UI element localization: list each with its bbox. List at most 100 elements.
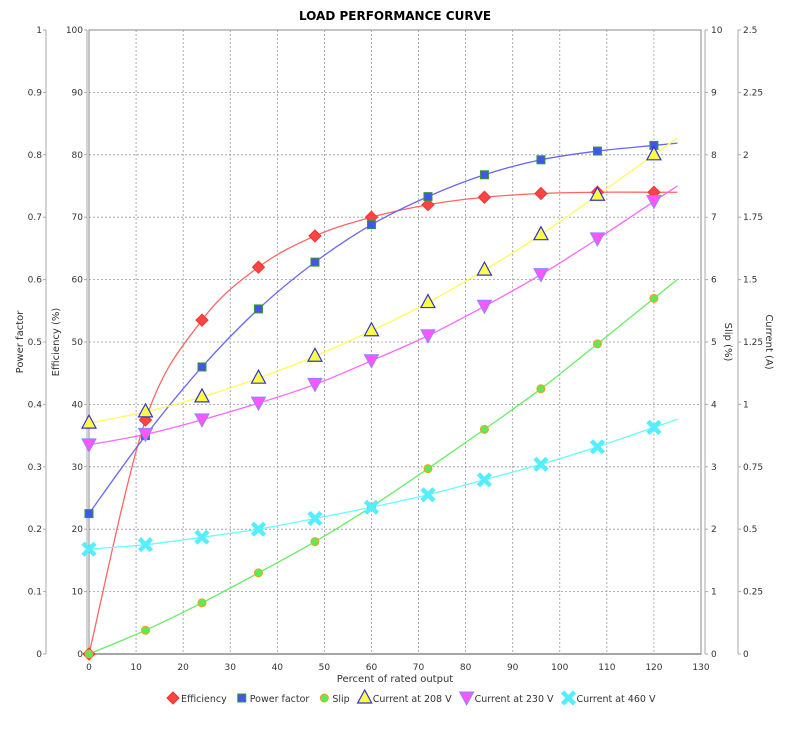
efficiency-tick-label: 10	[72, 588, 84, 598]
power-factor-tick-label: 0.7	[28, 213, 42, 223]
power-factor-tick-label: 0.2	[28, 525, 42, 535]
slip-marker	[479, 424, 489, 434]
current-230-marker	[137, 427, 154, 443]
efficiency-tick-label: 20	[72, 525, 84, 535]
current-230-marker	[420, 329, 436, 344]
power-factor-tick-label: 1	[36, 26, 42, 36]
slip-tick-label: 3	[711, 463, 717, 473]
efficiency-tick-label: 40	[72, 400, 84, 410]
current-230-marker	[646, 194, 662, 210]
chart-title: LOAD PERFORMANCE CURVE	[299, 9, 491, 23]
legend-label: Current at 230 V	[475, 694, 554, 705]
current-208-marker	[356, 688, 373, 704]
current-230-marker	[589, 232, 606, 247]
x-tick-label: 30	[225, 663, 237, 673]
power-factor-tick-label: 0.1	[28, 588, 42, 598]
current-208-marker	[306, 346, 323, 362]
power-factor-axis-label: Power factor	[15, 310, 26, 374]
efficiency-marker	[477, 190, 492, 204]
current-208-marker	[589, 185, 606, 201]
slip-tick-label: 10	[711, 26, 723, 36]
current-208-marker	[137, 402, 154, 418]
slip-marker	[140, 625, 150, 635]
efficiency-marker	[421, 198, 435, 212]
power-factor-marker	[84, 509, 94, 519]
slip-marker	[84, 649, 94, 659]
current-460-marker	[250, 521, 267, 537]
power-factor-marker	[423, 192, 433, 202]
efficiency-marker	[166, 691, 180, 705]
legend-label: Slip	[332, 694, 349, 705]
x-tick-label: 80	[460, 663, 472, 673]
power-factor-marker	[536, 155, 546, 165]
current-460-marker	[137, 537, 154, 553]
power-factor-marker	[237, 693, 247, 703]
current-460-marker	[363, 499, 380, 515]
power-factor-marker	[592, 146, 602, 156]
slip-tick-label: 4	[711, 400, 717, 410]
current-208-marker	[645, 145, 662, 161]
power-factor-marker	[366, 220, 376, 230]
current-208-marker	[80, 413, 98, 429]
x-tick-label: 70	[413, 663, 425, 673]
slip-axis-label: Slip (%)	[722, 323, 733, 362]
slip-tick-label: 9	[711, 88, 717, 98]
efficiency-marker	[534, 186, 548, 201]
current-axis-label: Current (A)	[763, 314, 774, 369]
current-tick-label: 1	[743, 400, 749, 410]
current-230-marker	[307, 377, 323, 393]
current-tick-label: 2.25	[743, 88, 763, 98]
legend-label: Efficiency	[181, 694, 227, 705]
x-tick-label: 50	[319, 663, 331, 673]
efficiency-tick-label: 80	[72, 151, 84, 161]
legend-label: Power factor	[250, 694, 310, 705]
current-460-marker	[533, 456, 549, 472]
x-tick-label: 110	[598, 663, 615, 673]
axes: 0 10 20 30 40 50 60 70 80 90 100 110 120 13000.10.20.…	[28, 26, 763, 673]
x-tick-label: 40	[272, 663, 284, 673]
efficiency-tick-label: 50	[72, 338, 84, 348]
efficiency-marker	[308, 229, 322, 243]
power-factor-tick-label: 0.6	[28, 276, 43, 286]
x-tick-label: 60	[366, 663, 378, 673]
efficiency-tick-label: 100	[66, 26, 83, 36]
slip-marker	[253, 568, 263, 578]
current-tick-label: 0	[743, 650, 749, 660]
slip-marker	[649, 293, 659, 303]
legend: Efficiency Power factor Slip Current at 208…	[166, 688, 656, 707]
power-factor-tick-label: 0.9	[28, 88, 43, 98]
current-230-marker	[194, 413, 210, 428]
slip-tick-label: 6	[711, 276, 717, 286]
x-tick-label: 130	[692, 663, 709, 673]
current-230-marker	[458, 691, 475, 707]
current-208-marker	[363, 321, 380, 337]
power-factor-tick-label: 0.4	[28, 400, 43, 410]
power-factor-tick-label: 0	[36, 650, 42, 660]
current-230-marker	[476, 299, 493, 315]
current-208-marker	[476, 260, 493, 276]
slip-tick-label: 5	[711, 338, 717, 348]
x-axis-label: Percent of rated output	[337, 674, 454, 685]
current-460-marker	[307, 510, 323, 527]
efficiency-tick-label: 60	[72, 276, 84, 286]
legend-label: Current at 460 V	[577, 694, 656, 705]
x-tick-label: 90	[507, 663, 519, 673]
current-tick-label: 0.25	[743, 588, 763, 598]
efficiency-marker	[195, 313, 209, 327]
power-factor-tick-label: 0.3	[28, 463, 42, 473]
current-460-marker	[646, 419, 662, 435]
slip-marker	[310, 537, 320, 547]
slip-marker	[423, 464, 433, 474]
x-tick-label: 100	[551, 663, 568, 673]
slip-tick-label: 8	[711, 151, 717, 161]
current-460-marker	[194, 529, 210, 545]
current-230-marker	[250, 396, 267, 412]
current-230-marker	[81, 438, 97, 453]
current-tick-label: 0.75	[743, 463, 763, 473]
power-factor-tick-label: 0.5	[28, 338, 42, 348]
legend-label: Current at 208 V	[373, 694, 452, 705]
current-tick-label: 1.5	[743, 276, 757, 286]
current-tick-label: 0.5	[743, 525, 757, 535]
x-tick-label: 10	[130, 663, 142, 673]
